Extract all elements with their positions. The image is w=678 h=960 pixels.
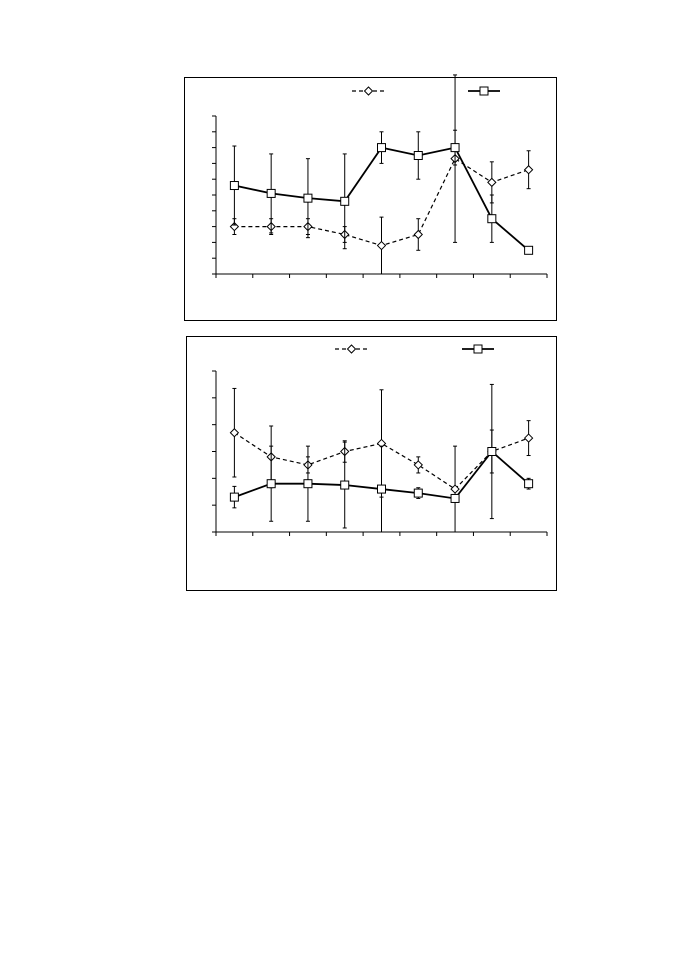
marker [487,447,497,456]
marker [450,143,460,153]
legend-marker [363,86,374,96]
marker [487,214,497,224]
marker [266,479,276,489]
marker [340,480,350,490]
marker [524,479,534,489]
marker [266,188,276,198]
marker [377,143,386,153]
marker [229,492,239,502]
legend-marker [473,344,483,354]
marker [413,460,423,470]
marker [523,433,534,443]
marker [340,196,350,206]
marker [376,240,387,251]
marker [524,245,534,255]
marker [229,181,239,191]
marker [413,151,423,160]
series-line [234,432,529,490]
marker [450,484,460,494]
chart-frame [186,336,557,591]
legend-marker [346,344,357,354]
marker [413,229,423,240]
marker [413,488,423,498]
marker [303,193,313,203]
marker [229,428,240,438]
chart-frame [184,77,557,321]
marker [450,493,460,503]
marker [523,165,534,175]
marker [487,177,497,188]
marker [303,479,313,489]
legend-marker [479,86,489,96]
marker [377,484,386,494]
